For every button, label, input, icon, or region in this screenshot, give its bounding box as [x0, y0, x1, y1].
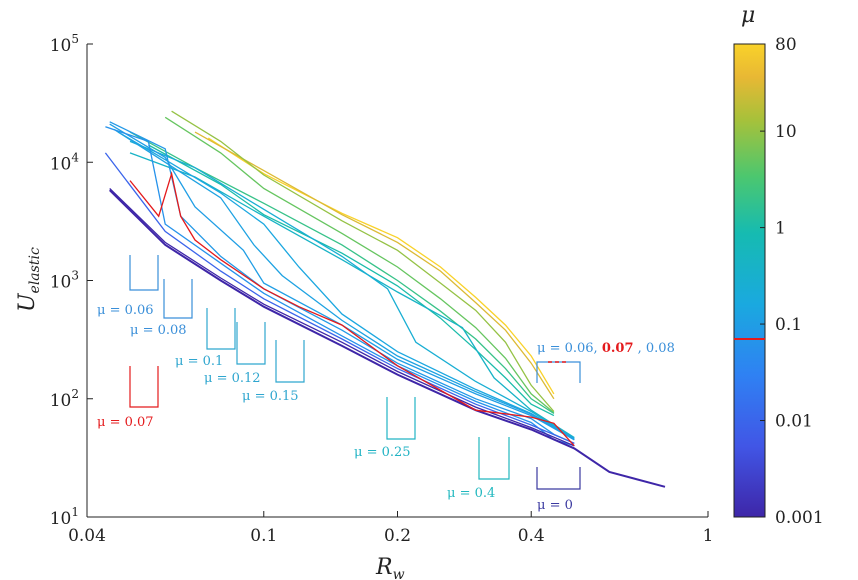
annotation-bracket: [386, 397, 416, 440]
colorbar: [733, 43, 766, 518]
x-axis-label: Rw: [375, 555, 405, 580]
y-tick-label: 103: [50, 269, 79, 293]
annotation-bracket: [129, 366, 159, 408]
colorbar-tick-label: 80: [775, 35, 797, 55]
y-tick-label: 105: [50, 32, 79, 56]
colorbar-tick-label: 0.01: [775, 412, 813, 432]
series-line-mu-10: [171, 110, 555, 412]
series-line-mu-0-1: [109, 123, 575, 441]
series-line-mu-0: [108, 189, 666, 488]
combo-prefix: μ = 0.06,: [537, 341, 598, 356]
series-line-mu-2: [129, 131, 555, 415]
series-line-mu-80: [207, 137, 555, 395]
series-line-mu-0-4: [129, 152, 575, 439]
annotation-label: μ = 0.12: [204, 371, 261, 386]
y-tick-label: 104: [50, 150, 80, 174]
annotation-label: μ = 0: [537, 498, 573, 513]
combo-suffix: , 0.08: [638, 341, 675, 356]
series-layer: [104, 110, 666, 488]
annotation-bracket: [478, 437, 510, 480]
series-line-mu-5: [164, 116, 555, 414]
series-line-mu-30: [194, 131, 555, 400]
series-line-mu-0-01: [104, 152, 575, 444]
colorbar-title: μ: [741, 3, 755, 28]
series-line-mu-1: [148, 144, 555, 417]
series-line-mu-0-15: [117, 131, 575, 440]
annotation-bracket-combo: [536, 361, 581, 383]
annotation-bracket: [206, 308, 236, 350]
colorbar-tick-label: 1: [775, 219, 786, 239]
series-line-mu-0-25: [129, 140, 575, 440]
x-tick-label: 0.2: [384, 526, 411, 546]
series-line-mu-0-08: [109, 121, 575, 444]
annotation-label: μ = 0.15: [242, 389, 299, 404]
annotation-label: μ = 0.06: [97, 303, 154, 318]
annotation-label: μ = 0.25: [354, 445, 411, 460]
combo-mid: 0.07: [602, 341, 634, 356]
ticks-layer: 0.04 0.1 0.2 0.4 1 101 102 103 104 105: [50, 32, 714, 546]
colorbar-tick-label: 0.001: [775, 508, 824, 528]
annotation-mu-combo: μ = 0.06, 0.07 , 0.08: [537, 341, 675, 356]
series-line-mu-0-12: [113, 128, 575, 441]
colorbar-tick-label: 0.1: [775, 315, 802, 335]
y-tick-label: 101: [50, 505, 79, 529]
annotation-bracket: [129, 255, 159, 291]
y-axis-label: Uelastic: [15, 247, 43, 312]
annotation-label: μ = 0.4: [447, 486, 495, 501]
x-tick-label: 1: [703, 526, 714, 546]
colorbar-tick-label: 10: [775, 122, 797, 142]
annotation-bracket: [275, 340, 305, 383]
series-line-mu-0-07: [129, 171, 575, 447]
annotation-bracket: [536, 467, 581, 490]
annotation-bracket: [236, 322, 266, 365]
colorbar-ticks: 0.001 0.01 0.1 1 10 80: [760, 35, 824, 528]
annotation-label: μ = 0.07: [97, 415, 154, 430]
x-tick-label: 0.04: [68, 526, 106, 546]
y-tick-label: 102: [50, 387, 79, 411]
annotation-label: μ = 0.1: [175, 354, 223, 369]
annotation-bracket: [163, 279, 193, 319]
x-tick-label: 0.1: [250, 526, 277, 546]
x-tick-label: 0.4: [518, 526, 545, 546]
annotation-layer: μ = 0.06 μ = 0.08 μ = 0.1 μ = 0.12 μ = 0.15 μ…: [97, 255, 581, 513]
series-line-mu-0-001: [109, 188, 575, 447]
annotation-label: μ = 0.08: [130, 323, 187, 338]
